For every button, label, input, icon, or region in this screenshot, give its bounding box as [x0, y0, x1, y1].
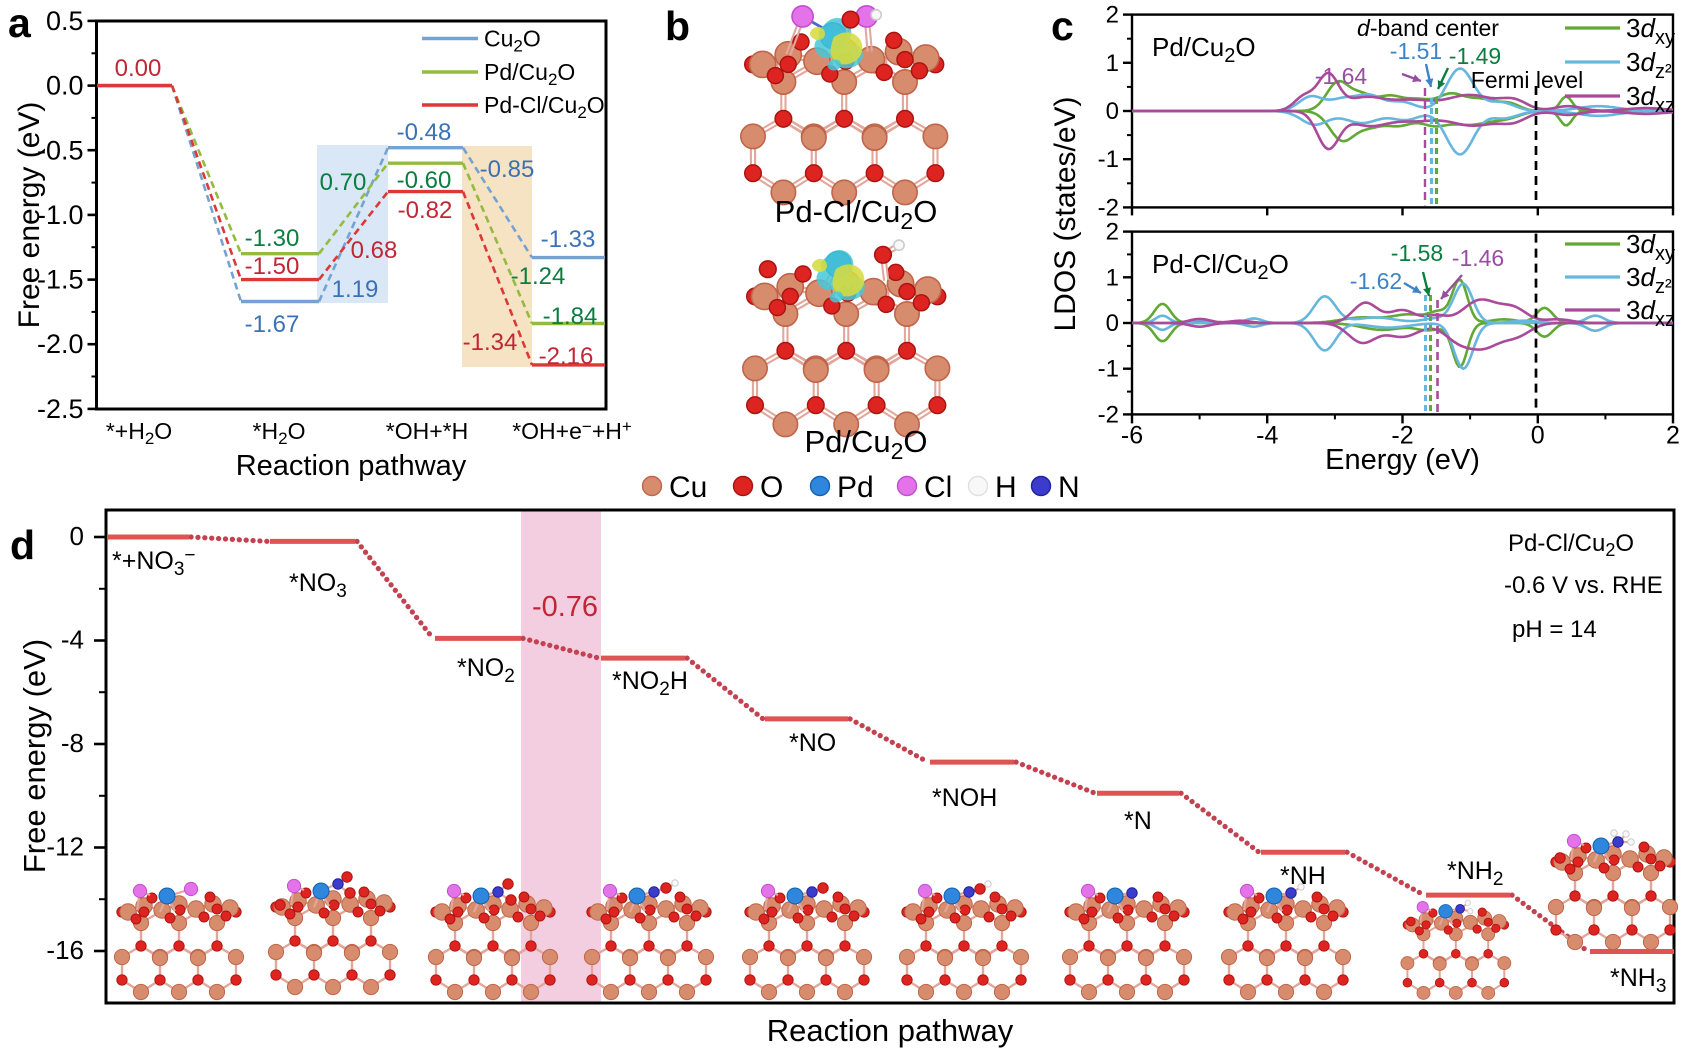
svg-text:0.68: 0.68 — [351, 237, 398, 264]
svg-text:pH = 14: pH = 14 — [1512, 616, 1597, 643]
svg-text:N: N — [1058, 471, 1080, 504]
svg-text:Pd/Cu2​O: Pd/Cu2​O — [804, 424, 927, 464]
svg-text:d-band center: d-band center — [1357, 15, 1499, 41]
svg-text:Energy (eV): Energy (eV) — [1325, 444, 1480, 476]
svg-text:*+H2​O: *+H2​O — [106, 418, 172, 448]
svg-text:*N: *N — [1124, 807, 1152, 835]
svg-text:1: 1 — [1106, 264, 1119, 291]
svg-text:-0.85: -0.85 — [480, 156, 535, 183]
svg-text:Pd-Cl/Cu2​O: Pd-Cl/Cu2​O — [484, 92, 605, 122]
svg-text:-16: -16 — [46, 935, 84, 965]
svg-text:*OH+*H: *OH+*H — [386, 418, 468, 444]
svg-text:-0.82: -0.82 — [398, 197, 453, 224]
svg-text:0: 0 — [1106, 310, 1119, 337]
svg-text:d: d — [10, 522, 35, 568]
svg-text:-8: -8 — [61, 728, 84, 758]
svg-text:Pd-Cl/Cu2​O: Pd-Cl/Cu2​O — [775, 194, 938, 234]
svg-text:-4: -4 — [1256, 421, 1278, 449]
svg-text:0.70: 0.70 — [320, 169, 367, 196]
svg-text:Pd-Cl/Cu2​O: Pd-Cl/Cu2​O — [1508, 530, 1634, 560]
svg-text:Fermi level: Fermi level — [1471, 67, 1583, 93]
svg-text:2: 2 — [1106, 2, 1119, 29]
svg-text:-1.33: -1.33 — [541, 226, 596, 253]
svg-text:*OH+e−​+H+​: *OH+e−​+H+​ — [512, 417, 632, 444]
svg-text:-1: -1 — [1098, 146, 1119, 173]
svg-text:Cu2​O: Cu2​O — [484, 26, 541, 56]
svg-text:-2.5: -2.5 — [37, 394, 84, 424]
svg-text:Pd-Cl/Cu2​O: Pd-Cl/Cu2​O — [1152, 249, 1289, 284]
svg-text:-0.6 V vs. RHE: -0.6 V vs. RHE — [1504, 572, 1663, 599]
svg-text:Free energy (eV): Free energy (eV) — [13, 102, 46, 329]
svg-text:-1.0: -1.0 — [37, 200, 84, 230]
svg-text:-1.62: -1.62 — [1350, 268, 1402, 294]
svg-text:-1.50: -1.50 — [245, 253, 300, 280]
svg-text:-1.5: -1.5 — [37, 265, 84, 295]
svg-text:Free energy (eV): Free energy (eV) — [17, 639, 52, 873]
svg-text:-2.16: -2.16 — [539, 343, 594, 370]
svg-text:-1.67: -1.67 — [245, 311, 300, 338]
svg-text:Pd/Cu2​O: Pd/Cu2​O — [1152, 32, 1256, 67]
svg-text:-0.48: -0.48 — [397, 119, 452, 146]
svg-text:c: c — [1051, 3, 1074, 49]
svg-text:0: 0 — [70, 521, 84, 551]
svg-text:2: 2 — [1106, 219, 1119, 246]
svg-text:Reaction pathway: Reaction pathway — [236, 450, 467, 482]
svg-text:-2: -2 — [1391, 421, 1413, 449]
svg-text:-1.24: -1.24 — [511, 263, 566, 290]
svg-text:-1.51: -1.51 — [1390, 38, 1442, 64]
svg-text:0: 0 — [1531, 421, 1545, 449]
svg-text:1.19: 1.19 — [332, 276, 379, 303]
svg-text:-1: -1 — [1098, 356, 1119, 383]
svg-text:-0.76: -0.76 — [532, 591, 598, 623]
svg-text:Pd: Pd — [837, 471, 874, 504]
svg-text:*NO: *NO — [789, 729, 836, 757]
svg-text:0.0: 0.0 — [46, 71, 84, 101]
svg-text:Cl: Cl — [924, 471, 952, 504]
svg-text:2: 2 — [1666, 421, 1680, 449]
svg-text:-0.5: -0.5 — [37, 135, 84, 165]
svg-text:0.5: 0.5 — [46, 6, 84, 36]
svg-text:a: a — [8, 0, 32, 46]
svg-text:Cu: Cu — [669, 471, 707, 504]
svg-text:-1.46: -1.46 — [1452, 245, 1504, 271]
svg-text:-2: -2 — [1098, 194, 1119, 221]
svg-text:0.00: 0.00 — [115, 55, 162, 82]
svg-text:-1.84: -1.84 — [543, 303, 598, 330]
svg-text:-2.0: -2.0 — [37, 329, 84, 359]
svg-text:-0.60: -0.60 — [397, 167, 452, 194]
svg-text:Reaction pathway: Reaction pathway — [767, 1013, 1014, 1048]
svg-text:*NO2​H: *NO2​H — [612, 667, 688, 700]
svg-text:-1.30: -1.30 — [245, 225, 300, 252]
svg-text:-1.64: -1.64 — [1315, 63, 1368, 89]
svg-text:-6: -6 — [1121, 421, 1143, 449]
svg-text:*NOH: *NOH — [932, 784, 997, 812]
svg-text:-4: -4 — [61, 625, 84, 655]
svg-text:-12: -12 — [46, 832, 84, 862]
svg-text:0: 0 — [1106, 98, 1119, 125]
svg-text:-1.49: -1.49 — [1449, 43, 1501, 69]
svg-text:1: 1 — [1106, 50, 1119, 77]
svg-text:Pd/Cu2​O: Pd/Cu2​O — [484, 59, 575, 89]
svg-text:b: b — [665, 3, 690, 49]
svg-text:H: H — [995, 471, 1017, 504]
svg-text:LDOS (states/eV): LDOS (states/eV) — [1049, 96, 1082, 331]
svg-text:-1.58: -1.58 — [1391, 240, 1443, 266]
svg-text:-2: -2 — [1098, 401, 1119, 428]
svg-text:O: O — [760, 471, 783, 504]
svg-text:-1.34: -1.34 — [463, 329, 518, 356]
